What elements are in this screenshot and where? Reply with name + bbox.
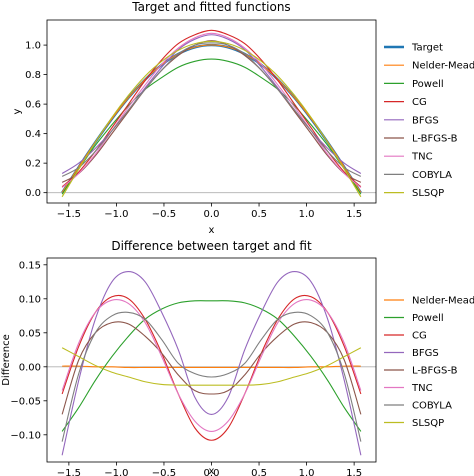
legend-label: COBYLA	[412, 401, 452, 412]
x-tick-label: 0.5	[251, 209, 267, 220]
y-tick-label: 0.05	[19, 328, 41, 339]
legend: Nelder-Mead Powell CG BFGS L-BFGS-B TNC COBYLA…	[384, 296, 474, 429]
legend-label: L-BFGS-B	[412, 134, 458, 145]
y-tick-label: 0.2	[25, 159, 41, 170]
x-axis-label: x	[209, 225, 215, 236]
legend-label: L-BFGS-B	[412, 366, 458, 377]
y-tick-label: −0.05	[10, 396, 41, 407]
series-line-powell	[61, 58, 362, 195]
series-line-nelder-mead	[62, 365, 361, 369]
series-line-tnc	[61, 298, 362, 432]
y-tick-label: −0.10	[10, 430, 41, 441]
y-tick-label: 0.15	[19, 260, 41, 271]
legend-label: COBYLA	[412, 170, 452, 181]
legend-label: TNC	[411, 383, 433, 394]
series-line-target	[61, 43, 362, 194]
y-tick-label: 1.0	[25, 41, 41, 52]
y-tick-label: 0.0	[25, 188, 41, 199]
subplot-2: Difference between target and fit −1.5 −1.…	[1, 239, 474, 476]
series-line-nelder-mead	[61, 44, 362, 193]
y-tick-label: 0.4	[25, 129, 41, 140]
y-axis-label: y	[12, 108, 23, 114]
x-tick-label: 0.5	[251, 468, 267, 476]
legend-label: Nelder-Mead	[412, 61, 474, 72]
series-line-cg	[61, 294, 362, 441]
y-tick-label: 0.00	[19, 362, 41, 373]
chart-title: Target and fitted functions	[131, 0, 290, 14]
legend-label: Powell	[412, 79, 444, 90]
x-tick-label: 0.0	[204, 209, 220, 220]
series-line-cobyla	[61, 42, 362, 177]
x-tick-label: 1.0	[299, 209, 315, 220]
legend-label: BFGS	[412, 115, 439, 126]
x-tick-label: 1.0	[299, 468, 315, 476]
chart-title: Difference between target and fit	[111, 239, 312, 253]
series-line-bfgs	[61, 271, 362, 456]
x-tick-label: −0.5	[152, 209, 176, 220]
series-line-l-bfgs-b	[61, 321, 362, 415]
legend-label: Powell	[412, 313, 444, 324]
x-tick-label: −1.0	[104, 468, 128, 476]
legend-label: SLSQP	[412, 418, 444, 429]
series-line-l-bfgs-b	[61, 40, 362, 183]
x-tick-label: 1.5	[346, 209, 362, 220]
y-axis-label: Difference	[1, 334, 12, 386]
legend-label: Nelder-Mead	[412, 296, 474, 307]
legend-label: CG	[412, 331, 427, 342]
plot-frame	[46, 19, 377, 204]
legend-label: TNC	[411, 152, 433, 163]
x-tick-label: −0.5	[152, 468, 176, 476]
legend-label: BFGS	[412, 348, 439, 359]
x-tick-label: 0.0	[204, 468, 220, 476]
x-tick-label: −1.0	[104, 209, 128, 220]
series-line-powell	[61, 300, 362, 432]
y-tick-label: 0.6	[25, 100, 41, 111]
series-line-slsqp	[61, 40, 362, 198]
legend-label: SLSQP	[412, 188, 444, 199]
series-line-tnc	[61, 32, 362, 188]
legend-label: CG	[412, 97, 427, 108]
subplot-1: Target and fitted functions −1.5 −1.0 −0.5 0…	[12, 0, 474, 236]
legend-label: Target	[411, 43, 443, 54]
y-tick-label: 0.8	[25, 70, 41, 81]
series-line-cg	[61, 29, 362, 188]
x-tick-label: −1.5	[57, 209, 81, 220]
legend: Target Nelder-Mead Powell CG BFGS L-BFGS-B TNC…	[384, 43, 474, 199]
x-tick-label: 1.5	[346, 468, 362, 476]
series-line-bfgs	[61, 34, 362, 174]
x-axis-label: x	[209, 466, 215, 476]
series-line-slsqp	[61, 347, 362, 386]
x-tick-label: −1.5	[57, 468, 81, 476]
series-line-cobyla	[61, 311, 362, 442]
y-tick-label: 0.10	[19, 294, 41, 305]
